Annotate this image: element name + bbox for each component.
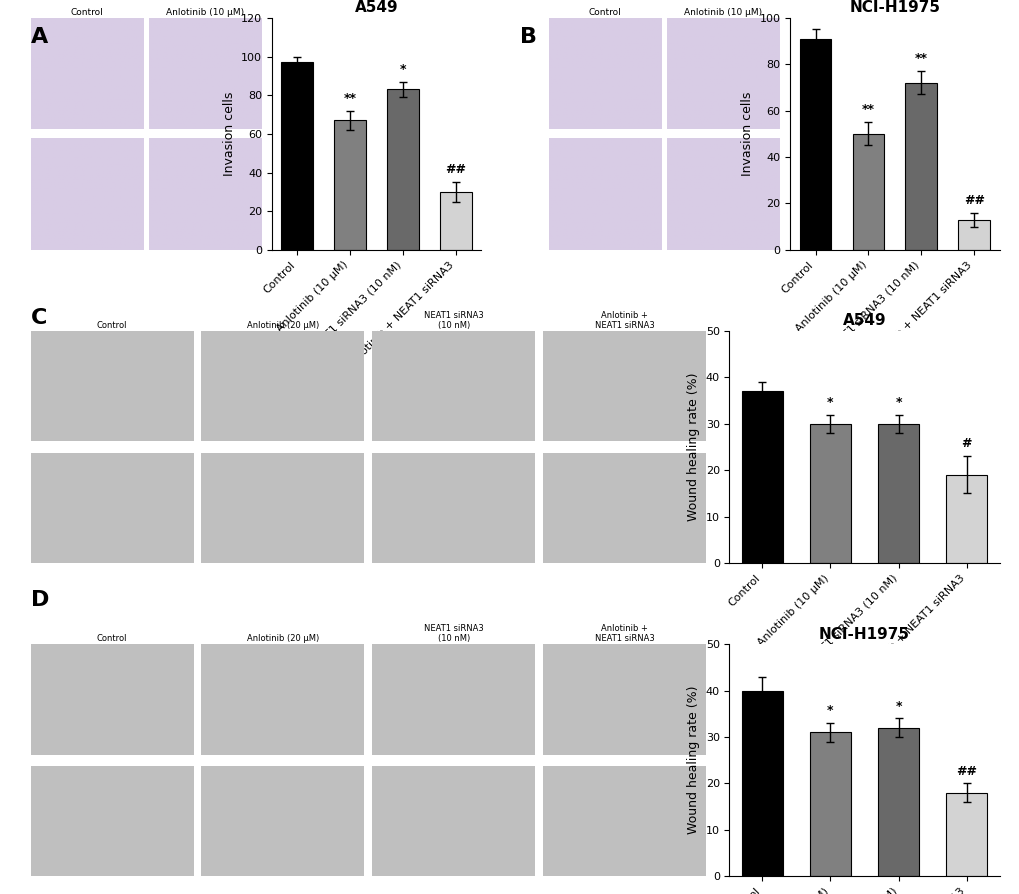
Title: NEAT1 siRNA3
(10 nM): NEAT1 siRNA3 (10 nM) — [423, 624, 483, 644]
Title: NCI-H1975: NCI-H1975 — [849, 0, 940, 15]
Title: Anlotinib (10 μM): Anlotinib (10 μM) — [165, 8, 244, 17]
Title: NEAT1 siRNA3
(10 nM): NEAT1 siRNA3 (10 nM) — [423, 311, 483, 330]
Text: *: * — [399, 63, 406, 76]
Text: **: ** — [914, 53, 927, 65]
Text: **: ** — [861, 104, 874, 116]
Bar — [809, 732, 850, 876]
Bar — [877, 728, 918, 876]
Bar — [877, 424, 918, 563]
Bar — [946, 793, 986, 876]
Text: *: * — [895, 700, 901, 713]
Title: A549: A549 — [842, 314, 886, 328]
Text: #: # — [961, 437, 971, 451]
Bar — [809, 424, 850, 563]
Bar — [439, 192, 472, 249]
Bar — [946, 475, 986, 563]
Title: Anlotinib (20 μM): Anlotinib (20 μM) — [247, 635, 319, 644]
Text: D: D — [31, 590, 49, 610]
Bar — [281, 63, 313, 249]
Text: *: * — [826, 396, 833, 409]
Y-axis label: Wound healing rate (%): Wound healing rate (%) — [687, 686, 699, 834]
Text: ##: ## — [956, 764, 976, 778]
Title: Control: Control — [97, 635, 127, 644]
Text: *: * — [826, 704, 833, 717]
Text: ##: ## — [445, 164, 466, 176]
Text: ##: ## — [963, 194, 983, 207]
Title: Anlotinib +
NEAT1 siRNA3: Anlotinib + NEAT1 siRNA3 — [594, 624, 654, 644]
Y-axis label: Wound healing rate (%): Wound healing rate (%) — [687, 373, 699, 521]
Bar — [741, 392, 782, 563]
Text: A: A — [31, 27, 48, 46]
Bar — [958, 220, 989, 249]
Bar — [852, 134, 883, 249]
Bar — [334, 121, 366, 249]
Bar — [741, 690, 782, 876]
Text: **: ** — [343, 92, 357, 105]
Bar — [905, 83, 936, 249]
Title: Anlotinib (10 μM): Anlotinib (10 μM) — [684, 8, 761, 17]
Title: Control: Control — [97, 321, 127, 330]
Title: NCI-H1975: NCI-H1975 — [818, 627, 909, 642]
Title: Anlotinib +
NEAT1 siRNA3: Anlotinib + NEAT1 siRNA3 — [594, 311, 654, 330]
Text: B: B — [520, 27, 537, 46]
Title: Anlotinib (20 μM): Anlotinib (20 μM) — [247, 321, 319, 330]
Title: Control: Control — [588, 8, 621, 17]
Title: Control: Control — [70, 8, 103, 17]
Bar — [799, 38, 830, 249]
Y-axis label: Invasion cells: Invasion cells — [740, 92, 753, 176]
Title: A549: A549 — [355, 0, 398, 15]
Text: *: * — [895, 396, 901, 409]
Y-axis label: Invasion cells: Invasion cells — [222, 92, 235, 176]
Text: C: C — [31, 308, 47, 328]
Bar — [387, 89, 419, 249]
